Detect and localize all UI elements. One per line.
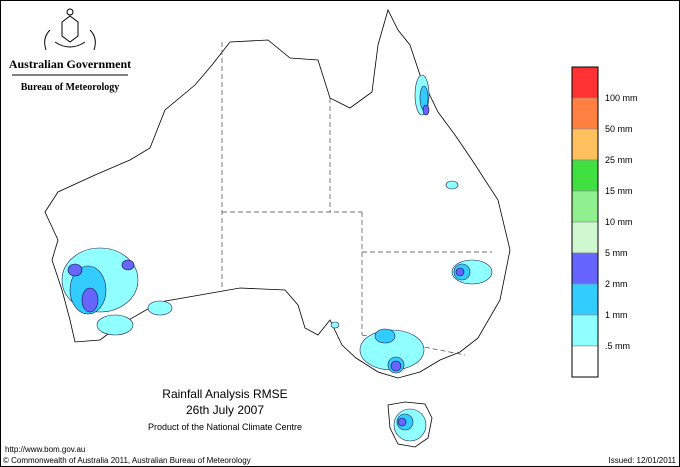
australia-mainland xyxy=(44,8,511,379)
legend-label: 25 mm xyxy=(605,155,633,165)
legend-label: .5 mm xyxy=(605,341,630,351)
state-border xyxy=(221,42,492,356)
crest xyxy=(44,8,96,51)
legend-label: 50 mm xyxy=(605,124,633,134)
legend-label: 2 mm xyxy=(605,279,628,289)
legend-swatch xyxy=(571,345,599,378)
footer-url: http://www.bom.gov.au xyxy=(5,445,85,454)
legend-swatch xyxy=(571,252,599,285)
legend-border xyxy=(571,66,599,378)
legend-label: 1 mm xyxy=(605,310,628,320)
government: Australian Government xyxy=(9,57,131,71)
legend-swatch xyxy=(571,190,599,223)
caption-credit: Product of the National Climate Centre xyxy=(148,422,302,432)
rainfall-areas xyxy=(61,74,493,442)
bureau: Bureau of Meteorology xyxy=(21,82,120,93)
legend-swatch xyxy=(571,97,599,130)
legend-swatch xyxy=(571,66,599,99)
legend-swatch xyxy=(571,283,599,316)
legend: 100 mm 50 mm 25 mm 15 mm 10 mm 5 mm 2 mm 1 mm .5… xyxy=(571,66,638,378)
legend-label: 100 mm xyxy=(605,93,638,103)
footer-copyright: © Commonwealth of Australia 2011, Austra… xyxy=(3,456,251,465)
legend-label: 10 mm xyxy=(605,217,633,227)
caption-title: Rainfall Analysis RMSE xyxy=(162,387,287,401)
legend-swatch xyxy=(571,128,599,161)
caption-date: 26th July 2007 xyxy=(186,403,264,417)
legend-swatch xyxy=(571,221,599,254)
legend-label: 5 mm xyxy=(605,248,628,258)
footer-issued: Issued: 12/01/2011 xyxy=(609,456,677,465)
legend-label: 15 mm xyxy=(605,186,633,196)
legend-swatch xyxy=(571,159,599,192)
legend-swatch xyxy=(571,314,599,347)
